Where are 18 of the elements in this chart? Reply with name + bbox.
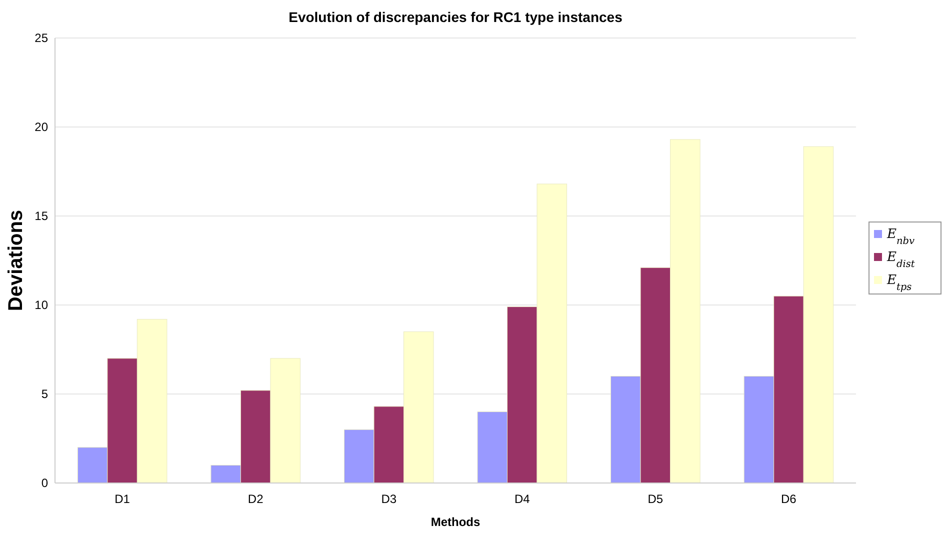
- x-tick-label: D4: [514, 492, 530, 506]
- y-tick-label: 0: [41, 476, 48, 490]
- x-axis-title: Methods: [430, 515, 480, 529]
- x-tick-label: D6: [781, 492, 797, 506]
- legend-label: E$_{tps}$: [886, 273, 912, 292]
- y-tick-label: 20: [34, 120, 48, 134]
- y-tick-label: 10: [34, 298, 48, 312]
- legend-label: E$_{nbv}$: [886, 227, 916, 246]
- x-tick-label: D1: [114, 492, 130, 506]
- legend-label: E$_{dist}$: [886, 250, 915, 270]
- x-tick-label: D3: [381, 492, 397, 506]
- chart-title: Evolution of discrepancies for RC1 type instances: [288, 9, 623, 25]
- y-tick-label: 5: [41, 387, 48, 402]
- x-tick-label: D2: [248, 492, 264, 506]
- y-axis-title: Deviations: [5, 210, 27, 312]
- x-tick-label: D5: [648, 492, 664, 506]
- y-tick-label: 25: [34, 31, 48, 46]
- y-tick-label: 15: [34, 209, 48, 224]
